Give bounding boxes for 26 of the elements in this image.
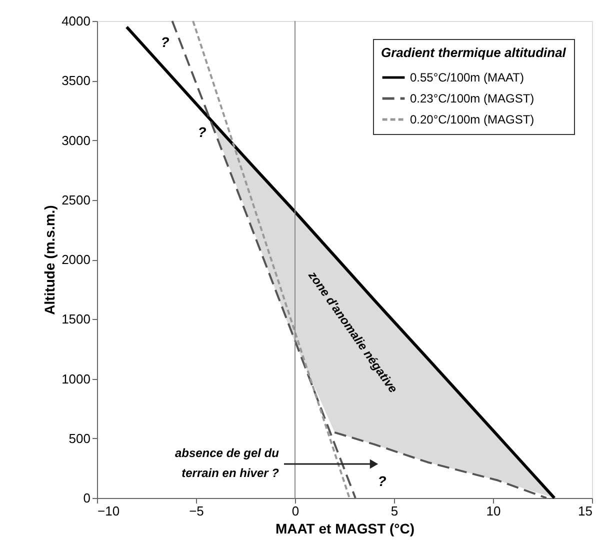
x-tick-label: −5	[189, 504, 204, 518]
y-tick-label: 3000	[62, 132, 90, 148]
legend-label: 0.23°C/100m (MAGST)	[410, 92, 534, 106]
y-tick-label: 3500	[62, 73, 90, 88]
x-tick-label: 5	[390, 504, 398, 518]
legend-label: 0.55°C/100m (MAAT)	[410, 70, 524, 84]
annotation: absence de gel du terrain en hiver ?	[174, 446, 280, 480]
annotation: ?	[160, 34, 170, 50]
y-axis-title: Altitude (m.s.m.)	[42, 205, 58, 315]
x-axis-title: MAAT et MAGST (°C)	[275, 520, 415, 536]
y-tick-label: 0	[83, 490, 90, 506]
y-tick-label: 1000	[62, 371, 90, 386]
y-tick-label: 2000	[62, 252, 90, 267]
annotation: ?	[198, 124, 207, 140]
x-tick-label: −10	[98, 504, 120, 518]
x-tick-label: 0	[292, 504, 300, 518]
line-series	[334, 431, 548, 499]
legend-label: 0.20°C/100m (MAGST)	[410, 112, 534, 126]
y-tick-label: 2500	[62, 192, 90, 208]
x-tick-label: 10	[486, 504, 501, 518]
legend-title: Gradient thermique altitudinal	[381, 45, 566, 60]
y-tick-label: 4000	[62, 14, 90, 28]
y-tick-label: 1500	[62, 312, 90, 327]
y-tick-label: 500	[68, 430, 90, 446]
annotation: ?	[378, 473, 387, 489]
x-tick-label: 15	[578, 504, 592, 518]
